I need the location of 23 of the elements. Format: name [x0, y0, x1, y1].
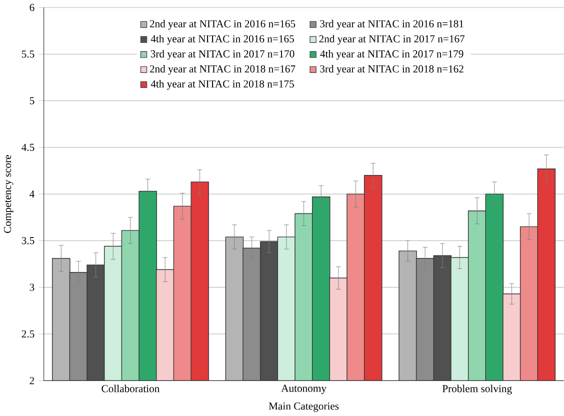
x-axis-title: Main Categories [268, 402, 339, 412]
x-tick-label: Collaboration [102, 384, 160, 392]
legend-label: 2nd year at NITAC in 2017 n=167 [319, 35, 465, 45]
x-tick-label: Autonomy [281, 384, 326, 394]
y-tick-label: 3.5 [22, 237, 34, 244]
x-tick-label: Problem solving [442, 384, 512, 395]
y-tick-label: 4 [30, 190, 34, 198]
y-tick-label: 3 [30, 284, 34, 292]
y-tick-label: 2 [30, 377, 34, 384]
legend-label: 3rd year at NITAC in 2016 n=181 [320, 20, 464, 30]
legend-label: 3rd year at NITAC in 2018 n=162 [320, 65, 464, 75]
legend-label: 4th year at NITAC in 2016 n=165 [150, 35, 294, 45]
legend-label: 3rd year at NITAC in 2017 n=170 [150, 50, 294, 60]
legend-label: 2nd year at NITAC in 2016 n=165 [150, 20, 296, 30]
y-tick-label: 5 [30, 97, 34, 104]
legend-label: 4th year at NITAC in 2018 n=175 [150, 80, 294, 90]
y-tick-label: 2.5 [22, 330, 34, 338]
legend-label: 2nd year at NITAC in 2018 n=167 [150, 65, 296, 75]
y-tick-label: 6 [30, 4, 34, 12]
y-tick-label: 4.5 [22, 144, 34, 152]
y-tick-label: 5.5 [22, 50, 34, 58]
y-axis-title: Competency score [4, 155, 14, 234]
legend-label: 4th year at NITAC in 2017 n=179 [320, 50, 464, 60]
